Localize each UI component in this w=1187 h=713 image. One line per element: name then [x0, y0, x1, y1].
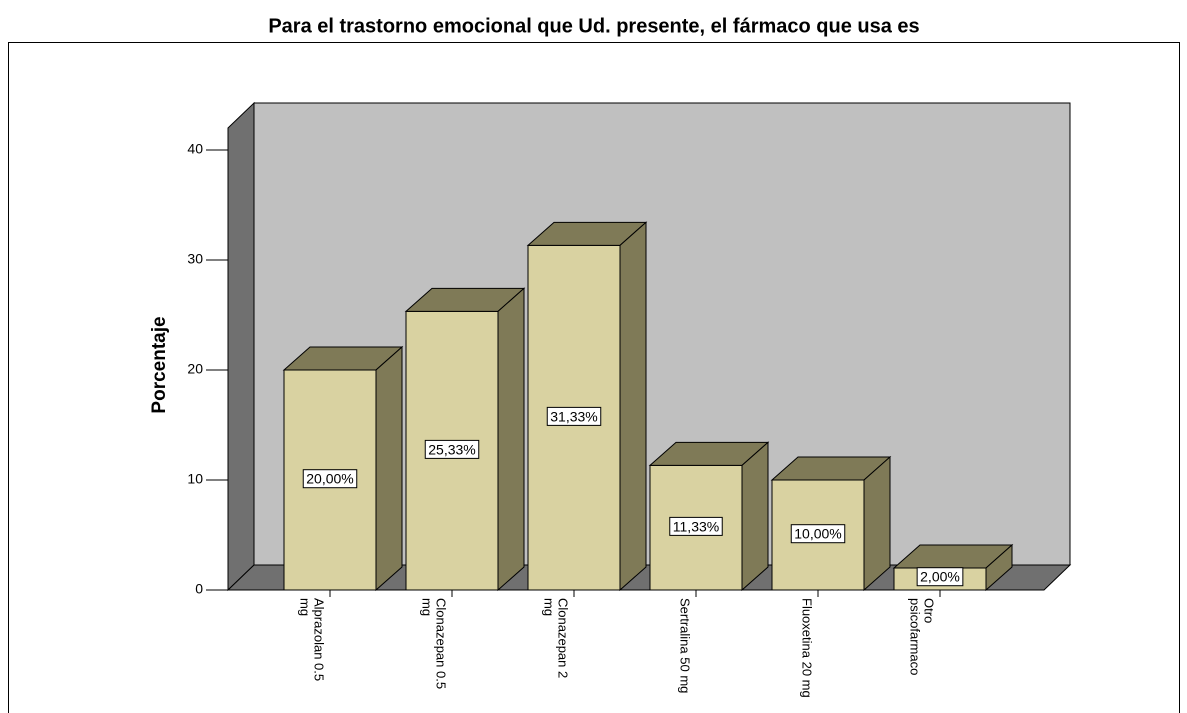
x-tick-label-line: Fluoxetina 20 mg	[800, 598, 815, 698]
side-wall	[227, 101, 255, 592]
x-tick-label-line: Clonazepan 2	[556, 598, 571, 678]
value-label: 20,00%	[306, 471, 353, 487]
value-label: 2,00%	[920, 569, 960, 585]
x-tick-label-line: Otro	[922, 598, 937, 623]
x-tick-label: Sertralina 50 mg	[678, 598, 693, 693]
value-label: 25,33%	[428, 441, 475, 457]
bar-side	[375, 345, 403, 592]
x-tick-label-line: mg	[298, 598, 313, 616]
y-tick-label: 10	[187, 471, 203, 487]
value-label-box	[916, 567, 964, 587]
x-tick-label: Fluoxetina 20 mg	[800, 598, 815, 698]
value-label-box	[546, 406, 602, 426]
x-tick-label-line: psicofarmaco	[908, 598, 923, 675]
value-label-box	[302, 469, 358, 489]
y-tick-label: 40	[187, 141, 203, 157]
x-tick-label-line: Alprazolan 0.5	[312, 598, 327, 681]
y-tick-label: 30	[187, 251, 203, 267]
x-tick-label: Alprazolan 0.5mg	[298, 598, 327, 681]
bar-side	[497, 287, 525, 592]
value-label-box	[790, 524, 846, 544]
frame	[8, 42, 1180, 713]
y-tick-label: 20	[187, 361, 203, 377]
x-tick-label: Clonazepan 0.5mg	[420, 598, 449, 689]
y-tick-label: 0	[195, 581, 203, 597]
x-tick-label-line: mg	[420, 598, 435, 616]
value-label: 11,33%	[673, 518, 719, 534]
bar-side	[619, 221, 647, 592]
value-label-box	[669, 516, 723, 536]
x-tick-label: Clonazepan 2mg	[542, 598, 571, 678]
bar-side	[863, 455, 891, 592]
x-tick-label-line: Sertralina 50 mg	[678, 598, 693, 693]
value-label: 10,00%	[794, 526, 841, 542]
x-tick-label-line: Clonazepan 0.5	[434, 598, 449, 689]
bar-side	[741, 441, 769, 592]
chart-title: Para el trastorno emocional que Ud. pres…	[268, 15, 919, 37]
x-tick-label-line: mg	[542, 598, 557, 616]
value-label: 31,33%	[550, 408, 597, 424]
bar-side	[985, 543, 1013, 592]
y-axis-label: Porcentaje	[149, 316, 170, 413]
value-label-box	[424, 439, 480, 459]
